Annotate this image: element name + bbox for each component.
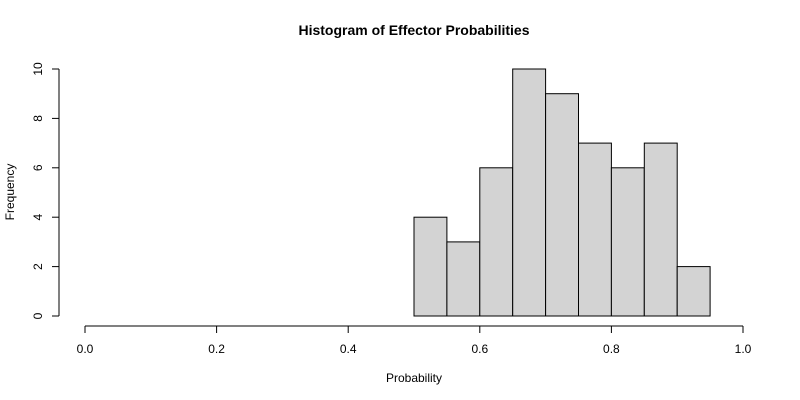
histogram-bar-7 — [643, 142, 678, 317]
x-axis: 0.0 0.2 0.4 0.6 0.8 1.0 — [77, 325, 752, 356]
histogram-bar-2 — [479, 167, 514, 317]
y-axis-label: Frequency — [3, 164, 17, 221]
y-tick-label-4: 8 — [31, 115, 45, 122]
x-tick-label-5: 1.0 — [735, 342, 752, 356]
histogram-bar-5 — [578, 142, 612, 317]
bars-group — [413, 68, 711, 317]
y-axis: 0 2 4 6 8 10 — [31, 62, 60, 319]
histogram-bar-1 — [446, 241, 481, 317]
x-tick-label-2: 0.4 — [340, 342, 357, 356]
histogram-bar-3 — [512, 68, 547, 317]
y-tick-label-3: 6 — [31, 164, 45, 171]
y-tick-label-2: 4 — [31, 214, 45, 221]
y-tick-label-5: 10 — [31, 62, 45, 76]
chart-title: Histogram of Effector Probabilities — [298, 22, 529, 38]
histogram-bar-8 — [676, 266, 711, 317]
histogram-bar-4 — [545, 93, 579, 317]
histogram-bar-0 — [413, 216, 448, 317]
x-tick-label-0: 0.0 — [77, 342, 94, 356]
y-tick-label-0: 0 — [31, 312, 45, 319]
x-tick-label-1: 0.2 — [208, 342, 225, 356]
histogram-bar-6 — [610, 167, 645, 317]
x-axis-label: Probability — [386, 371, 442, 385]
x-tick-label-3: 0.6 — [471, 342, 488, 356]
x-tick-label-4: 0.8 — [603, 342, 620, 356]
y-tick-label-1: 2 — [31, 263, 45, 270]
